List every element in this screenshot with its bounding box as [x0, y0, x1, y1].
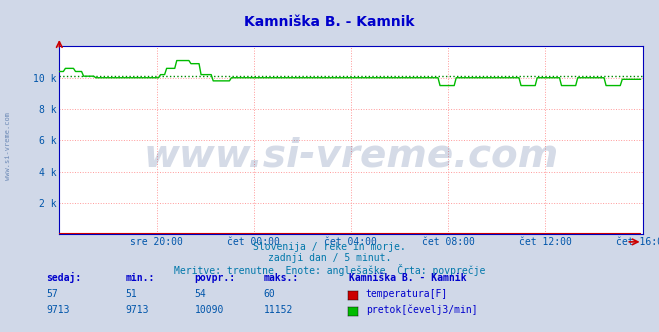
Text: 54: 54: [194, 289, 206, 299]
Text: 57: 57: [46, 289, 58, 299]
Text: 9713: 9713: [46, 305, 70, 315]
Text: www.si-vreme.com: www.si-vreme.com: [5, 112, 11, 180]
Text: 11152: 11152: [264, 305, 293, 315]
Text: 51: 51: [125, 289, 137, 299]
Text: 60: 60: [264, 289, 275, 299]
Text: Kamniška B. - Kamnik: Kamniška B. - Kamnik: [349, 273, 467, 283]
Text: min.:: min.:: [125, 273, 155, 283]
Text: 9713: 9713: [125, 305, 149, 315]
Text: povpr.:: povpr.:: [194, 273, 235, 283]
Text: Slovenija / reke in morje.: Slovenija / reke in morje.: [253, 242, 406, 252]
Text: www.si-vreme.com: www.si-vreme.com: [143, 136, 559, 174]
Text: zadnji dan / 5 minut.: zadnji dan / 5 minut.: [268, 253, 391, 263]
Text: 10090: 10090: [194, 305, 224, 315]
Text: Kamniška B. - Kamnik: Kamniška B. - Kamnik: [244, 15, 415, 29]
Text: pretok[čevelj3/min]: pretok[čevelj3/min]: [366, 304, 477, 315]
Text: temperatura[F]: temperatura[F]: [366, 289, 448, 299]
Text: maks.:: maks.:: [264, 273, 299, 283]
Text: Meritve: trenutne  Enote: anglešaške  Črta: povprečje: Meritve: trenutne Enote: anglešaške Črta…: [174, 264, 485, 276]
Text: sedaj:: sedaj:: [46, 272, 81, 283]
